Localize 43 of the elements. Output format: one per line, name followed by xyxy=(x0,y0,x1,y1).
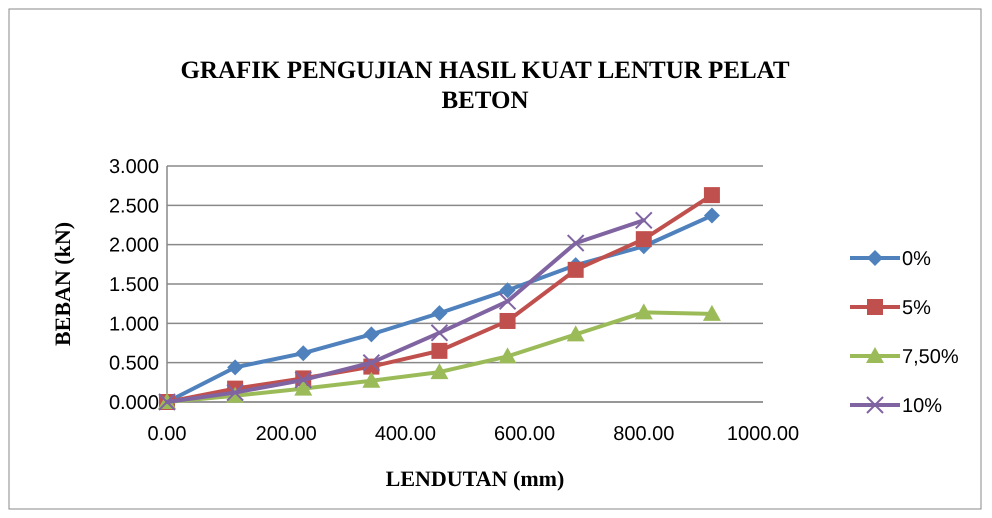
point xyxy=(702,304,721,321)
point xyxy=(362,372,380,388)
y-tick-label: 3.000 xyxy=(108,156,159,178)
x-tick-label: 0.00 xyxy=(148,423,186,445)
x-tick-label: 800.00 xyxy=(613,423,674,445)
legend-label: 10% xyxy=(902,395,942,417)
point xyxy=(430,363,448,380)
x-axis-title: LENDUTAN (mm) xyxy=(386,466,564,491)
point xyxy=(226,384,244,402)
x-tick-label: 600.00 xyxy=(494,423,556,445)
y-tick-label: 2.500 xyxy=(108,195,159,218)
point xyxy=(227,359,244,376)
point xyxy=(498,292,517,310)
y-tick-label: 1.500 xyxy=(108,274,159,296)
point xyxy=(566,234,585,252)
point xyxy=(362,354,380,372)
legend-label: 5% xyxy=(902,297,932,319)
x-tick-label: 200.00 xyxy=(256,423,317,445)
point xyxy=(704,208,720,224)
point xyxy=(431,342,448,359)
legend-label: 7,50% xyxy=(902,346,959,368)
point xyxy=(500,282,516,298)
point xyxy=(636,231,652,248)
point xyxy=(295,345,312,362)
point xyxy=(634,303,653,320)
point xyxy=(566,325,585,342)
y-axis-title: BEBAN (kN) xyxy=(50,222,75,346)
point xyxy=(568,262,584,278)
point xyxy=(431,305,448,322)
y-tick-label: 2.000 xyxy=(108,234,159,257)
point xyxy=(704,187,720,204)
point xyxy=(634,211,653,230)
x-tick-label: 400.00 xyxy=(374,423,436,445)
y-tick-label: 0.500 xyxy=(108,352,159,375)
point xyxy=(430,324,448,342)
legend-label: 0% xyxy=(902,248,932,270)
point xyxy=(363,326,380,342)
point xyxy=(500,312,516,329)
y-tick-label: 1.000 xyxy=(108,313,159,336)
y-tick-label: 0.000 xyxy=(108,392,159,414)
chart-title: GRAFIK PENGUJIAN HASIL KUAT LENTUR PELAT BETON xyxy=(180,57,790,114)
point xyxy=(498,347,517,364)
x-tick-label: 1000.00 xyxy=(726,423,800,445)
